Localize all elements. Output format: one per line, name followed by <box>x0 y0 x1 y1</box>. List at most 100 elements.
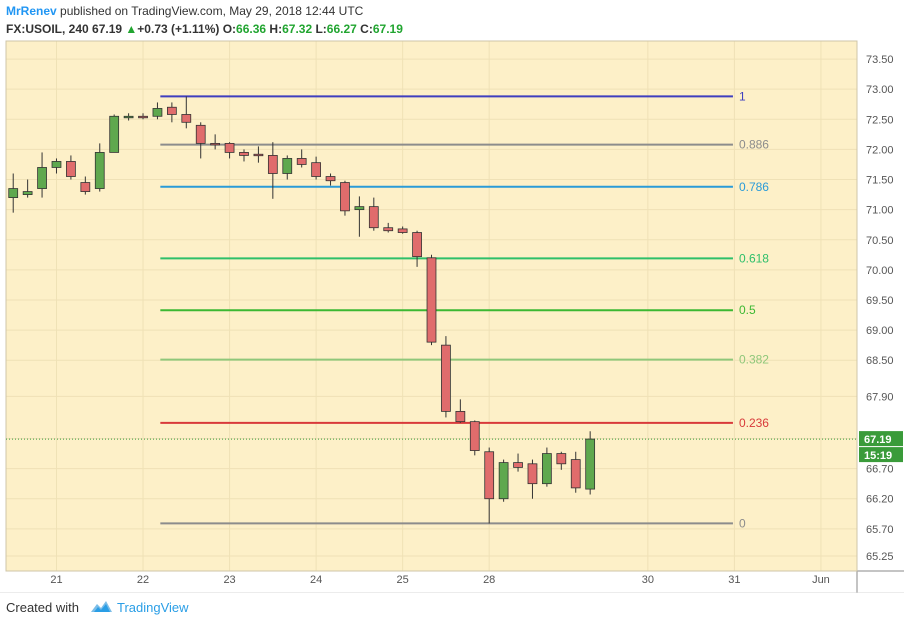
y-tick-label: 70.50 <box>866 235 894 247</box>
y-tick-label: 66.70 <box>866 464 894 476</box>
fib-level-label: 1 <box>739 89 746 103</box>
candle-down <box>455 410 466 423</box>
y-tick-label: 70.00 <box>866 265 894 277</box>
candle-down <box>556 453 567 465</box>
candle-up <box>498 462 509 500</box>
close-label: C: <box>360 22 373 36</box>
y-tick-label: 69.50 <box>866 295 894 307</box>
x-tick-label: 25 <box>397 574 409 586</box>
fib-level-label: 0.382 <box>739 353 769 367</box>
open-label: O: <box>222 22 237 36</box>
x-tick-label: 30 <box>642 574 654 586</box>
high-value: 67.32 <box>282 22 313 36</box>
candle-down <box>210 142 221 146</box>
triangle-up-icon: ▲ <box>125 22 138 36</box>
candle-up <box>152 108 163 117</box>
candle-up <box>94 152 105 189</box>
candle-down <box>368 206 379 229</box>
x-tick-label: 31 <box>728 574 740 586</box>
publish-line: MrRenev published on TradingView.com, Ma… <box>6 4 363 18</box>
candle-down <box>80 182 91 192</box>
last-price-tag-label: 67.19 <box>864 434 892 446</box>
candle-down <box>441 344 451 412</box>
candle-down <box>138 115 148 119</box>
price-chart[interactable]: 73.50 73.00 72.50 72.00 71.50 71.00 70.50 70.00… <box>0 0 904 593</box>
created-with-text: Created with <box>6 600 79 615</box>
candle-down <box>570 459 581 489</box>
candle-down <box>311 162 321 177</box>
fib-level-label: 0.886 <box>739 138 769 152</box>
candle-up <box>8 188 19 198</box>
countdown-label: 15:19 <box>864 450 892 462</box>
x-tick-label: Jun <box>812 574 830 586</box>
symbol-label: FX:USOIL, 240 <box>6 22 89 36</box>
y-tick-label: 73.00 <box>866 84 894 96</box>
tradingview-cloud-icon[interactable] <box>88 598 114 614</box>
low-value: 66.27 <box>326 22 357 36</box>
candle-up <box>542 453 552 485</box>
high-label: H: <box>269 22 283 36</box>
candle-up <box>123 115 134 119</box>
candle-up <box>109 115 120 153</box>
last-price: 67.19 <box>92 22 123 36</box>
candle-down <box>325 176 336 182</box>
candle-down <box>267 155 278 174</box>
chart-header: MrRenev published on TradingView.com, Ma… <box>0 0 904 40</box>
candle-down <box>340 182 350 212</box>
candle-down <box>383 227 394 232</box>
candle-down <box>167 106 177 115</box>
fib-level-label: 0.5 <box>739 303 756 317</box>
y-tick-label: 65.70 <box>866 524 894 536</box>
candle-down <box>469 421 480 451</box>
y-tick-label: 72.00 <box>866 144 894 156</box>
author-link[interactable]: MrRenev <box>6 4 57 18</box>
fib-level-label: 0.618 <box>739 251 769 265</box>
candle-down <box>66 161 76 177</box>
candle-down <box>253 153 264 157</box>
ohlc-line: FX:USOIL, 240 67.19 ▲+0.73 (+1.11%) O:66… <box>6 22 403 36</box>
footer: Created with TradingView <box>0 593 904 625</box>
candle-up <box>354 206 365 211</box>
candle-down <box>239 152 249 156</box>
candle-down <box>484 451 495 500</box>
y-tick-label: 72.50 <box>866 114 894 126</box>
x-tick-label: 21 <box>50 574 62 586</box>
candle-down <box>397 228 408 233</box>
tradingview-brand-link[interactable]: TradingView <box>117 600 189 615</box>
fib-level-label: 0 <box>739 516 746 530</box>
y-tick-label: 68.50 <box>866 355 894 367</box>
fib-level-label: 0.786 <box>739 180 769 194</box>
x-tick-label: 24 <box>310 574 322 586</box>
candle-down <box>195 124 206 144</box>
y-tick-label: 67.90 <box>866 391 894 403</box>
fib-level-label: 0.236 <box>739 416 769 430</box>
countdown-tag <box>859 447 903 463</box>
y-tick-label: 65.25 <box>866 551 894 563</box>
y-tick-label: 69.00 <box>866 325 894 337</box>
candle-up <box>51 161 62 168</box>
candle-up <box>37 167 47 189</box>
candle-up <box>282 158 293 174</box>
candle-down <box>296 158 307 165</box>
y-tick-label: 73.50 <box>866 54 894 66</box>
y-tick-label: 71.50 <box>866 175 894 187</box>
candle-down <box>527 463 538 485</box>
candle-down <box>513 462 523 468</box>
x-tick-label: 23 <box>223 574 235 586</box>
candle-up <box>22 191 33 195</box>
published-text: published on TradingView.com, May 29, 20… <box>60 4 364 18</box>
y-tick-label: 71.00 <box>866 205 894 217</box>
price-change: +0.73 (+1.11%) <box>137 22 220 36</box>
close-value: 67.19 <box>372 22 403 36</box>
candle-down <box>224 142 235 153</box>
candle-down <box>412 232 422 258</box>
last-price-tag <box>859 431 903 447</box>
plot-frame <box>5 40 858 572</box>
x-tick-label: 28 <box>483 574 495 586</box>
low-label: L: <box>315 22 327 36</box>
candle-down <box>426 257 437 343</box>
open-value: 66.36 <box>236 22 267 36</box>
candle-up <box>585 438 596 490</box>
y-tick-label: 66.20 <box>866 494 894 506</box>
x-tick-label: 22 <box>137 574 149 586</box>
